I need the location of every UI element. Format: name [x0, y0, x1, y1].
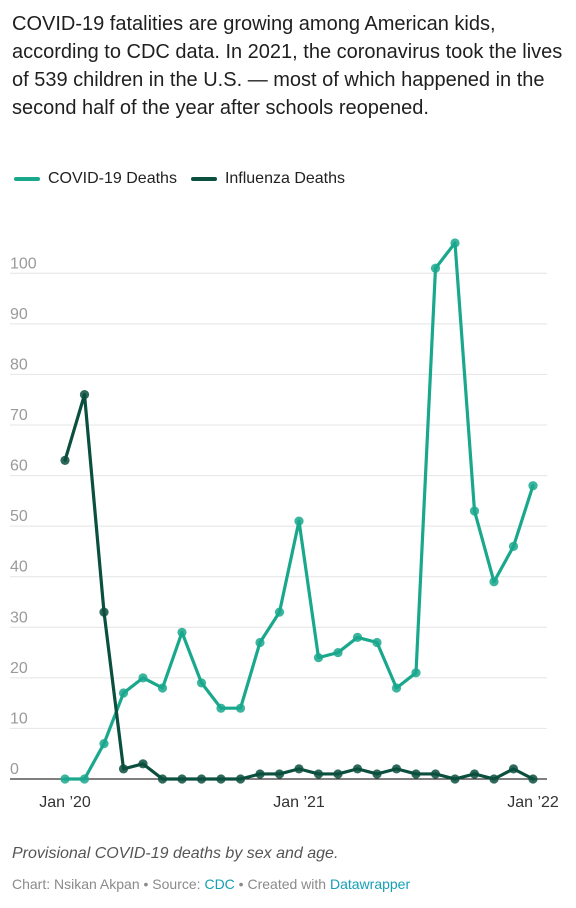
x-tick-label-2020-01: Jan ’20 — [39, 794, 91, 811]
datawrapper-link[interactable]: Datawrapper — [329, 876, 411, 892]
data-point-1-2020-12 — [274, 769, 285, 779]
data-point-1-2021-07 — [411, 769, 421, 779]
data-point-0-2020-07 — [177, 627, 187, 637]
y-tick-label-60: 60 — [10, 458, 28, 475]
data-point-1-2021-11 — [489, 774, 499, 784]
chart-legend: COVID-19 Deaths Influenza Deaths — [14, 170, 359, 188]
legend-item-influenza: Influenza Deaths — [190, 170, 346, 188]
data-point-0-2021-12 — [508, 541, 519, 551]
data-point-0-2021-09 — [450, 238, 460, 248]
data-point-0-2021-06 — [391, 683, 402, 693]
data-point-1-2020-01 — [60, 455, 70, 465]
data-point-1-2020-08 — [196, 774, 207, 784]
data-point-1-2021-12 — [508, 764, 519, 774]
y-tick-label-50: 50 — [10, 508, 28, 525]
data-point-0-2021-01 — [294, 516, 304, 526]
data-point-0-2020-04 — [118, 688, 129, 698]
data-point-0-2021-04 — [352, 632, 363, 642]
data-point-0-2020-01 — [60, 774, 70, 784]
y-tick-label-10: 10 — [10, 710, 28, 727]
data-point-0-2020-02 — [79, 774, 90, 784]
data-point-0-2021-03 — [333, 647, 343, 658]
data-point-0-2021-02 — [313, 653, 324, 663]
data-point-1-2020-10 — [235, 774, 246, 784]
data-point-0-2021-10 — [469, 506, 480, 516]
data-point-1-2021-08 — [430, 769, 441, 779]
data-point-0-2020-09 — [216, 703, 226, 713]
data-point-0-2021-08 — [430, 263, 441, 273]
chart-note: Provisional COVID-19 deaths by sex and a… — [12, 845, 339, 862]
data-point-0-2021-11 — [489, 577, 499, 587]
data-point-1-2021-10 — [469, 769, 480, 779]
data-point-1-2020-11 — [255, 769, 265, 779]
data-point-1-2020-03 — [99, 607, 109, 617]
data-point-1-2021-03 — [333, 769, 343, 779]
chart-headline: COVID-19 fatalities are growing among Am… — [12, 13, 563, 119]
source-link[interactable]: CDC — [204, 876, 235, 892]
data-point-1-2021-05 — [372, 769, 382, 779]
series-line-1 — [63, 393, 535, 781]
data-point-1-2020-05 — [138, 759, 148, 769]
data-point-1-2021-09 — [450, 774, 460, 784]
data-point-0-2022-01 — [528, 481, 538, 491]
line-chart: 0 10 20 30 40 50 60 70 80 90 100 Jan ’20 Jan ’21 Jan … — [10, 238, 559, 811]
y-tick-label-100: 100 — [10, 255, 37, 272]
y-tick-label-70: 70 — [10, 407, 28, 424]
y-tick-label-90: 90 — [10, 306, 28, 323]
legend-swatch-covid — [14, 177, 40, 181]
y-tick-label-40: 40 — [10, 559, 28, 576]
data-point-1-2020-04 — [118, 764, 129, 774]
y-tick-label-30: 30 — [10, 609, 28, 626]
legend-item-covid: COVID-19 Deaths — [14, 170, 177, 188]
data-point-0-2020-05 — [138, 673, 148, 683]
chart-footer: Chart: Nsikan Akpan • Source: CDC • Crea… — [12, 876, 410, 892]
data-point-1-2020-06 — [157, 774, 168, 784]
footer-credit: Chart: Nsikan Akpan • Source: — [12, 876, 205, 892]
data-point-1-2020-02 — [79, 390, 90, 400]
y-tick-label-80: 80 — [10, 356, 28, 373]
data-point-0-2020-12 — [274, 607, 285, 617]
data-point-1-2021-06 — [391, 764, 402, 774]
data-point-1-2021-04 — [352, 764, 363, 774]
data-point-0-2020-11 — [255, 637, 265, 648]
y-tick-label-0: 0 — [10, 761, 19, 778]
data-point-1-2021-01 — [294, 764, 304, 774]
footer-created-with: • Created with — [234, 876, 330, 892]
y-tick-label-20: 20 — [10, 660, 28, 677]
series-line-0 — [63, 241, 535, 781]
x-tick-label-2021-01: Jan ’21 — [273, 794, 325, 811]
data-point-1-2020-07 — [177, 774, 187, 784]
data-point-1-2022-01 — [528, 774, 538, 784]
data-point-0-2021-07 — [411, 668, 421, 678]
data-point-0-2020-10 — [235, 703, 246, 713]
legend-label-covid: COVID-19 Deaths — [48, 170, 177, 187]
data-point-0-2020-06 — [157, 683, 168, 693]
legend-swatch-influenza — [190, 177, 217, 181]
data-point-0-2020-03 — [99, 739, 109, 749]
x-tick-label-2022-01: Jan ’22 — [507, 794, 559, 811]
data-point-0-2021-05 — [372, 637, 382, 648]
legend-label-influenza: Influenza Deaths — [224, 170, 346, 187]
data-point-1-2020-09 — [216, 774, 226, 784]
data-point-1-2021-02 — [313, 769, 324, 779]
data-point-0-2020-08 — [196, 678, 207, 688]
